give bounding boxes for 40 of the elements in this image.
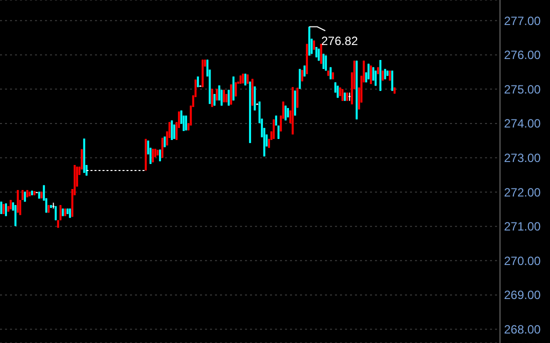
annotation: 276.82 — [321, 34, 358, 48]
y-tick-label: 268.00 — [504, 322, 542, 337]
y-tick-label: 277.00 — [504, 14, 542, 28]
candlestick — [348, 92, 351, 102]
candlestick — [370, 65, 372, 85]
candlestick — [22, 190, 24, 200]
candlestick — [234, 82, 237, 97]
y-tick-label: 272.00 — [504, 185, 542, 200]
candlestick — [320, 43, 322, 64]
y-tick-label: 269.00 — [504, 288, 542, 302]
candlestick — [341, 88, 344, 102]
candlestick — [244, 73, 246, 86]
candlestick — [16, 190, 19, 214]
y-tick-label: 271.00 — [504, 220, 542, 234]
y-tick-label: 275.00 — [504, 82, 542, 96]
y-tick-label: 274.00 — [504, 116, 542, 131]
candlestick — [298, 68, 301, 90]
candlestick — [14, 204, 16, 227]
candlestick — [54, 206, 57, 221]
candlestick — [336, 85, 339, 98]
candlestick — [318, 48, 320, 62]
y-tick-label: 273.00 — [504, 151, 542, 166]
candlestick — [391, 70, 394, 92]
candlestick — [272, 118, 275, 140]
candlestick — [286, 108, 289, 118]
candlestick — [68, 208, 71, 218]
candlestick — [284, 105, 287, 121]
candlestick — [304, 65, 306, 77]
candlestick — [242, 73, 244, 84]
candlestick — [173, 124, 176, 140]
candlestick — [324, 55, 327, 72]
y-tick-label: 270.00 — [504, 254, 542, 268]
y-tick-label: 276.00 — [504, 48, 542, 62]
candlestick — [161, 137, 164, 158]
candlestick — [374, 70, 377, 86]
candlestick — [0, 201, 2, 215]
candlestick — [170, 120, 173, 140]
candlestick — [330, 66, 332, 80]
candlestick — [185, 115, 188, 131]
candlestick — [59, 204, 62, 221]
